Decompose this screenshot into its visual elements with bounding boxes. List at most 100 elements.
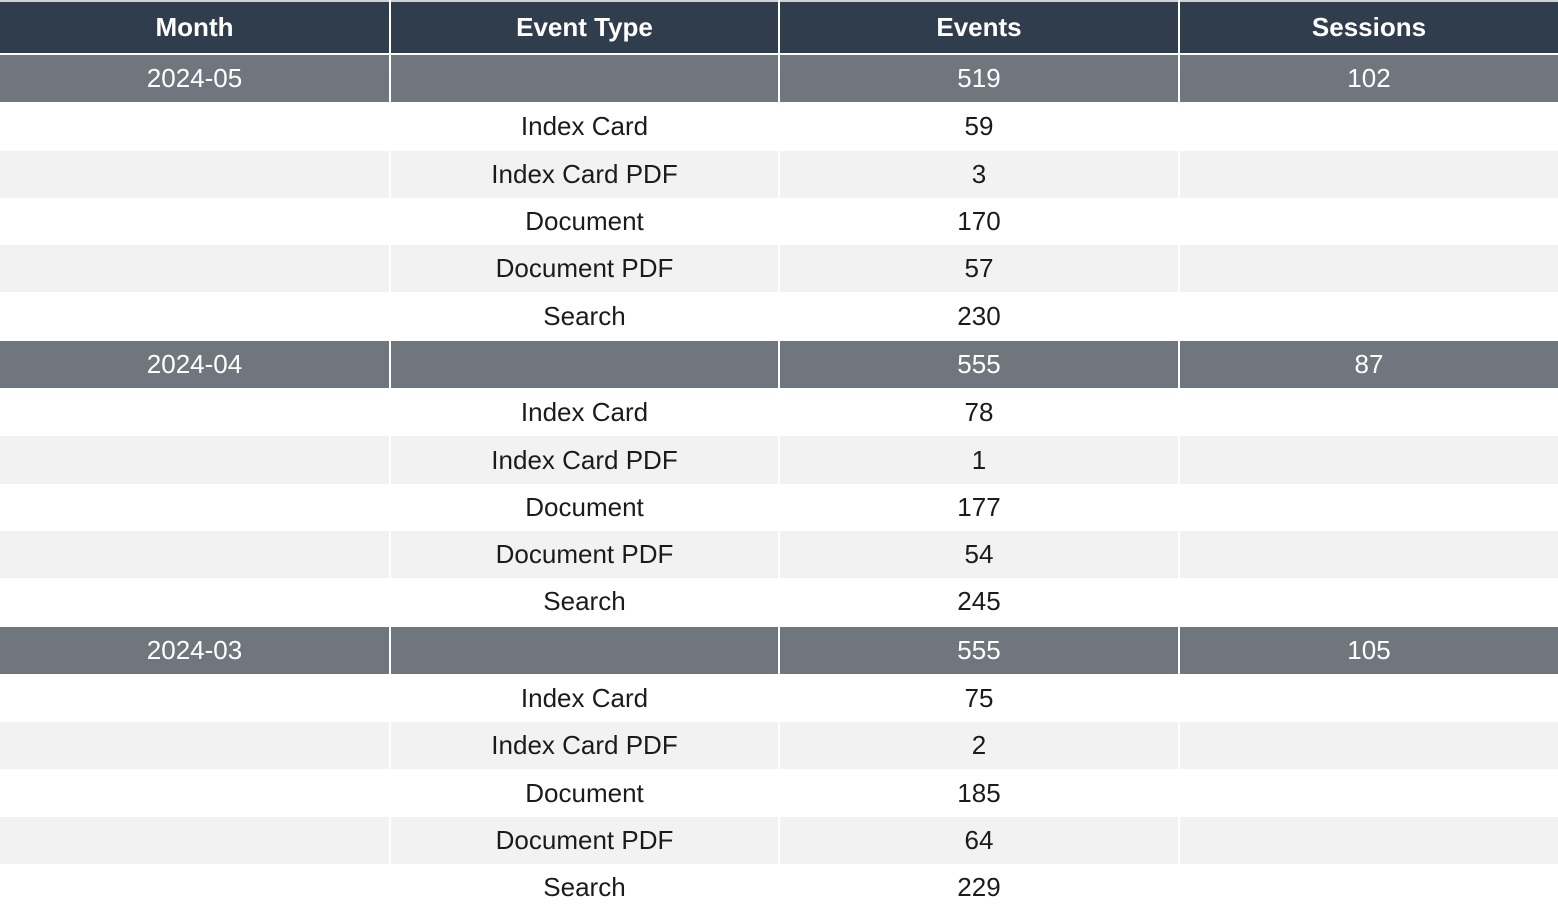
detail-event-type-cell: Document PDF (389, 816, 779, 865)
event-type-row: Search 230 (0, 292, 1558, 341)
detail-sessions-cell (1178, 197, 1558, 246)
detail-events-cell: 185 (778, 769, 1179, 817)
detail-events-cell: 59 (778, 102, 1179, 151)
event-type-row: Index Card PDF 1 (0, 436, 1558, 484)
event-type-row: Document 170 (0, 197, 1558, 246)
header-row: Month Event Type Events Sessions (0, 1, 1558, 55)
summary-events-cell: 555 (778, 625, 1179, 675)
month-group: 2024-03 555 105 Index Card 75 Index Card PDF 2… (0, 625, 1558, 911)
detail-month-cell (0, 816, 390, 865)
summary-month-cell: 2024-03 (0, 625, 390, 675)
event-type-row: Document PDF 57 (0, 245, 1558, 293)
detail-events-cell: 230 (778, 292, 1179, 341)
detail-month-cell (0, 197, 390, 246)
detail-event-type-cell: Document (389, 483, 779, 531)
summary-sessions-cell: 87 (1178, 339, 1558, 390)
detail-sessions-cell (1178, 150, 1558, 198)
column-header-month: Month (0, 1, 390, 55)
detail-events-cell: 57 (778, 245, 1179, 293)
detail-events-cell: 3 (778, 150, 1179, 198)
summary-event-type-cell (389, 625, 779, 675)
detail-event-type-cell: Document PDF (389, 245, 779, 293)
detail-events-cell: 177 (778, 483, 1179, 531)
detail-sessions-cell (1178, 578, 1558, 627)
event-type-row: Index Card PDF 2 (0, 722, 1558, 770)
event-type-row: Index Card 75 (0, 674, 1558, 723)
summary-month-cell: 2024-05 (0, 53, 390, 104)
detail-sessions-cell (1178, 864, 1558, 911)
detail-month-cell (0, 578, 390, 627)
event-type-row: Document PDF 64 (0, 816, 1558, 865)
detail-sessions-cell (1178, 102, 1558, 151)
month-group: 2024-05 519 102 Index Card 59 Index Card PDF 3… (0, 53, 1558, 341)
month-summary-row: 2024-04 555 87 (0, 339, 1558, 390)
detail-event-type-cell: Index Card PDF (389, 722, 779, 770)
summary-events-cell: 555 (778, 339, 1179, 390)
detail-sessions-cell (1178, 530, 1558, 579)
detail-month-cell (0, 150, 390, 198)
detail-month-cell (0, 674, 390, 723)
detail-month-cell (0, 436, 390, 484)
summary-month-cell: 2024-04 (0, 339, 390, 390)
column-header-events: Events (778, 1, 1179, 55)
detail-month-cell (0, 722, 390, 770)
detail-sessions-cell (1178, 816, 1558, 865)
detail-event-type-cell: Document PDF (389, 530, 779, 579)
month-summary-row: 2024-03 555 105 (0, 625, 1558, 675)
detail-event-type-cell: Index Card (389, 674, 779, 723)
detail-events-cell: 64 (778, 816, 1179, 865)
summary-event-type-cell (389, 53, 779, 104)
detail-month-cell (0, 864, 390, 911)
event-type-row: Document PDF 54 (0, 530, 1558, 579)
detail-month-cell (0, 388, 390, 437)
summary-events-cell: 519 (778, 53, 1179, 104)
detail-sessions-cell (1178, 674, 1558, 723)
event-type-row: Search 245 (0, 578, 1558, 627)
summary-sessions-cell: 102 (1178, 53, 1558, 104)
detail-events-cell: 2 (778, 722, 1179, 770)
detail-events-cell: 75 (778, 674, 1179, 723)
detail-events-cell: 229 (778, 864, 1179, 911)
event-type-row: Index Card PDF 3 (0, 150, 1558, 198)
detail-month-cell (0, 245, 390, 293)
detail-sessions-cell (1178, 436, 1558, 484)
detail-sessions-cell (1178, 388, 1558, 437)
detail-events-cell: 54 (778, 530, 1179, 579)
event-type-row: Document 185 (0, 769, 1558, 817)
detail-event-type-cell: Search (389, 864, 779, 911)
detail-sessions-cell (1178, 722, 1558, 770)
detail-event-type-cell: Search (389, 578, 779, 627)
table-header: Month Event Type Events Sessions (0, 1, 1558, 55)
event-type-row: Search 229 (0, 864, 1558, 911)
detail-events-cell: 245 (778, 578, 1179, 627)
summary-event-type-cell (389, 339, 779, 390)
column-header-sessions: Sessions (1178, 1, 1558, 55)
detail-event-type-cell: Index Card PDF (389, 150, 779, 198)
detail-sessions-cell (1178, 769, 1558, 817)
detail-month-cell (0, 769, 390, 817)
detail-events-cell: 170 (778, 197, 1179, 246)
event-type-row: Document 177 (0, 483, 1558, 531)
detail-month-cell (0, 292, 390, 341)
detail-events-cell: 1 (778, 436, 1179, 484)
detail-event-type-cell: Index Card (389, 102, 779, 151)
detail-event-type-cell: Document (389, 769, 779, 817)
detail-month-cell (0, 102, 390, 151)
detail-sessions-cell (1178, 292, 1558, 341)
month-group: 2024-04 555 87 Index Card 78 Index Card PDF 1 D… (0, 339, 1558, 627)
detail-event-type-cell: Document (389, 197, 779, 246)
detail-event-type-cell: Index Card PDF (389, 436, 779, 484)
detail-month-cell (0, 530, 390, 579)
detail-event-type-cell: Search (389, 292, 779, 341)
detail-sessions-cell (1178, 483, 1558, 531)
detail-sessions-cell (1178, 245, 1558, 293)
event-type-row: Index Card 59 (0, 102, 1558, 151)
summary-sessions-cell: 105 (1178, 625, 1558, 675)
month-summary-row: 2024-05 519 102 (0, 53, 1558, 104)
column-header-event-type: Event Type (389, 1, 779, 55)
detail-events-cell: 78 (778, 388, 1179, 437)
detail-month-cell (0, 483, 390, 531)
event-type-row: Index Card 78 (0, 388, 1558, 437)
detail-event-type-cell: Index Card (389, 388, 779, 437)
